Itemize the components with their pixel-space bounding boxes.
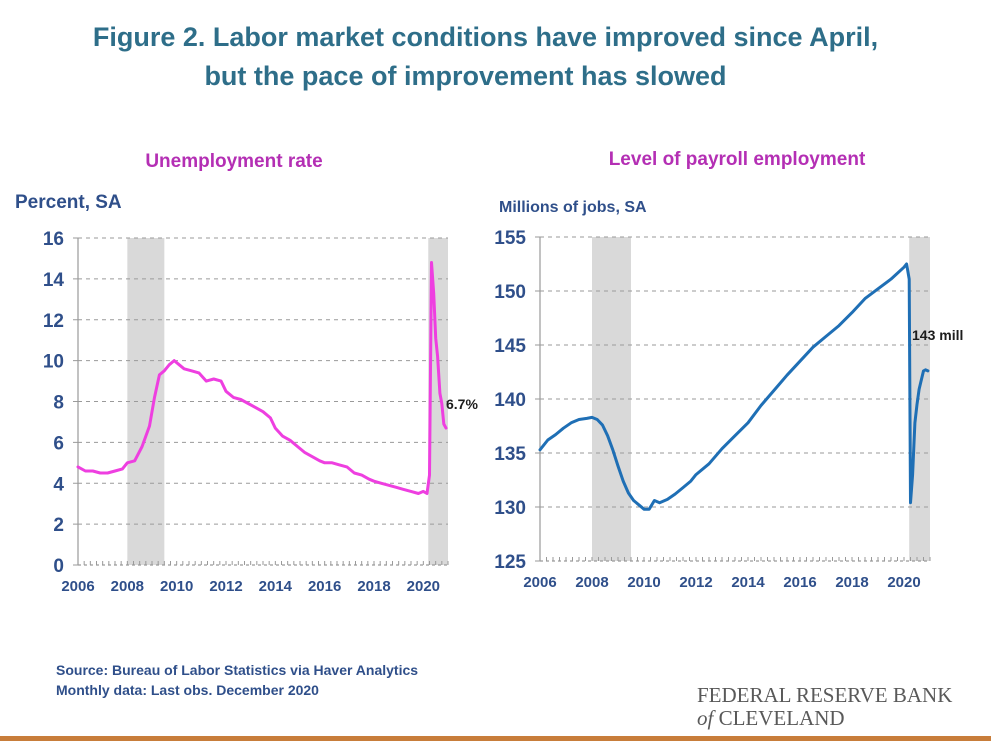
- y-tick-label: 140: [494, 390, 526, 411]
- x-tick-label: 2020: [887, 574, 920, 591]
- series-line: [76, 261, 448, 495]
- y-tick-label: 135: [494, 444, 526, 465]
- y-axis-label: Percent, SA: [15, 192, 122, 213]
- y-tick-label: 8: [53, 393, 64, 414]
- source-line: Source: Bureau of Labor Statistics via H…: [56, 662, 419, 678]
- figure-title-line2: but the pace of improvement has slowed: [204, 61, 727, 92]
- x-tick-label: 2008: [575, 574, 608, 591]
- y-tick-label: 125: [494, 552, 526, 573]
- y-tick-label: 14: [43, 270, 65, 291]
- y-tick-label: 10: [43, 352, 64, 373]
- y-tick-label: 130: [494, 498, 526, 519]
- x-tick-label: 2006: [523, 574, 556, 591]
- y-tick-label: 4: [53, 474, 64, 495]
- payroll-employment-chart: Level of payroll employment Millions of j…: [494, 149, 963, 591]
- y-tick-label: 12: [43, 311, 64, 332]
- bottom-rule: [0, 736, 991, 741]
- figure-title-line1: Figure 2. Labor market conditions have i…: [92, 22, 879, 52]
- x-tick-label: 2018: [835, 574, 868, 591]
- x-tick-label: 2008: [111, 578, 144, 595]
- x-tick-label: 2006: [61, 578, 94, 595]
- end-value-label: 6.7%: [446, 396, 478, 412]
- chart-title: Unemployment rate: [145, 151, 322, 172]
- x-tick-label: 2018: [357, 578, 390, 595]
- source-note: Source: Bureau of Labor Statistics via H…: [56, 660, 418, 700]
- x-tick-label: 2016: [308, 578, 341, 595]
- y-tick-label: 16: [43, 229, 64, 250]
- y-tick-label: 0: [53, 556, 64, 577]
- x-tick-label: 2020: [407, 578, 440, 595]
- y-tick-label: 145: [494, 336, 526, 357]
- unemployment-rate-chart: Unemployment rate Percent, SA 0 2 4 6 8 10 12 14 1…: [15, 151, 478, 595]
- logo-line2: CLEVELAND: [718, 706, 845, 730]
- y-tick-label: 155: [494, 228, 526, 249]
- end-value-label: 143 mill: [912, 327, 963, 343]
- x-tick-label: 2010: [160, 578, 193, 595]
- y-tick-label: 150: [494, 282, 526, 303]
- series-line: [538, 262, 930, 511]
- y-axis-label: Millions of jobs, SA: [499, 199, 647, 216]
- federal-reserve-logo: FEDERAL RESERVE BANK of CLEVELAND: [697, 684, 952, 730]
- y-tick-label: 6: [53, 433, 64, 454]
- chart-title: Level of payroll employment: [609, 149, 866, 170]
- data-note-line: Monthly data: Last obs. December 2020: [56, 682, 319, 698]
- x-tick-label: 2016: [783, 574, 816, 591]
- y-tick-label: 2: [53, 515, 64, 536]
- figure-title: Figure 2. Labor market conditions have i…: [0, 18, 991, 96]
- logo-of: of: [697, 706, 714, 730]
- x-tick-label: 2012: [209, 578, 242, 595]
- x-tick-label: 2014: [731, 574, 765, 591]
- x-tick-label: 2012: [679, 574, 712, 591]
- x-tick-label: 2010: [627, 574, 660, 591]
- x-tick-label: 2014: [259, 578, 293, 595]
- logo-line1: FEDERAL RESERVE BANK: [697, 683, 953, 707]
